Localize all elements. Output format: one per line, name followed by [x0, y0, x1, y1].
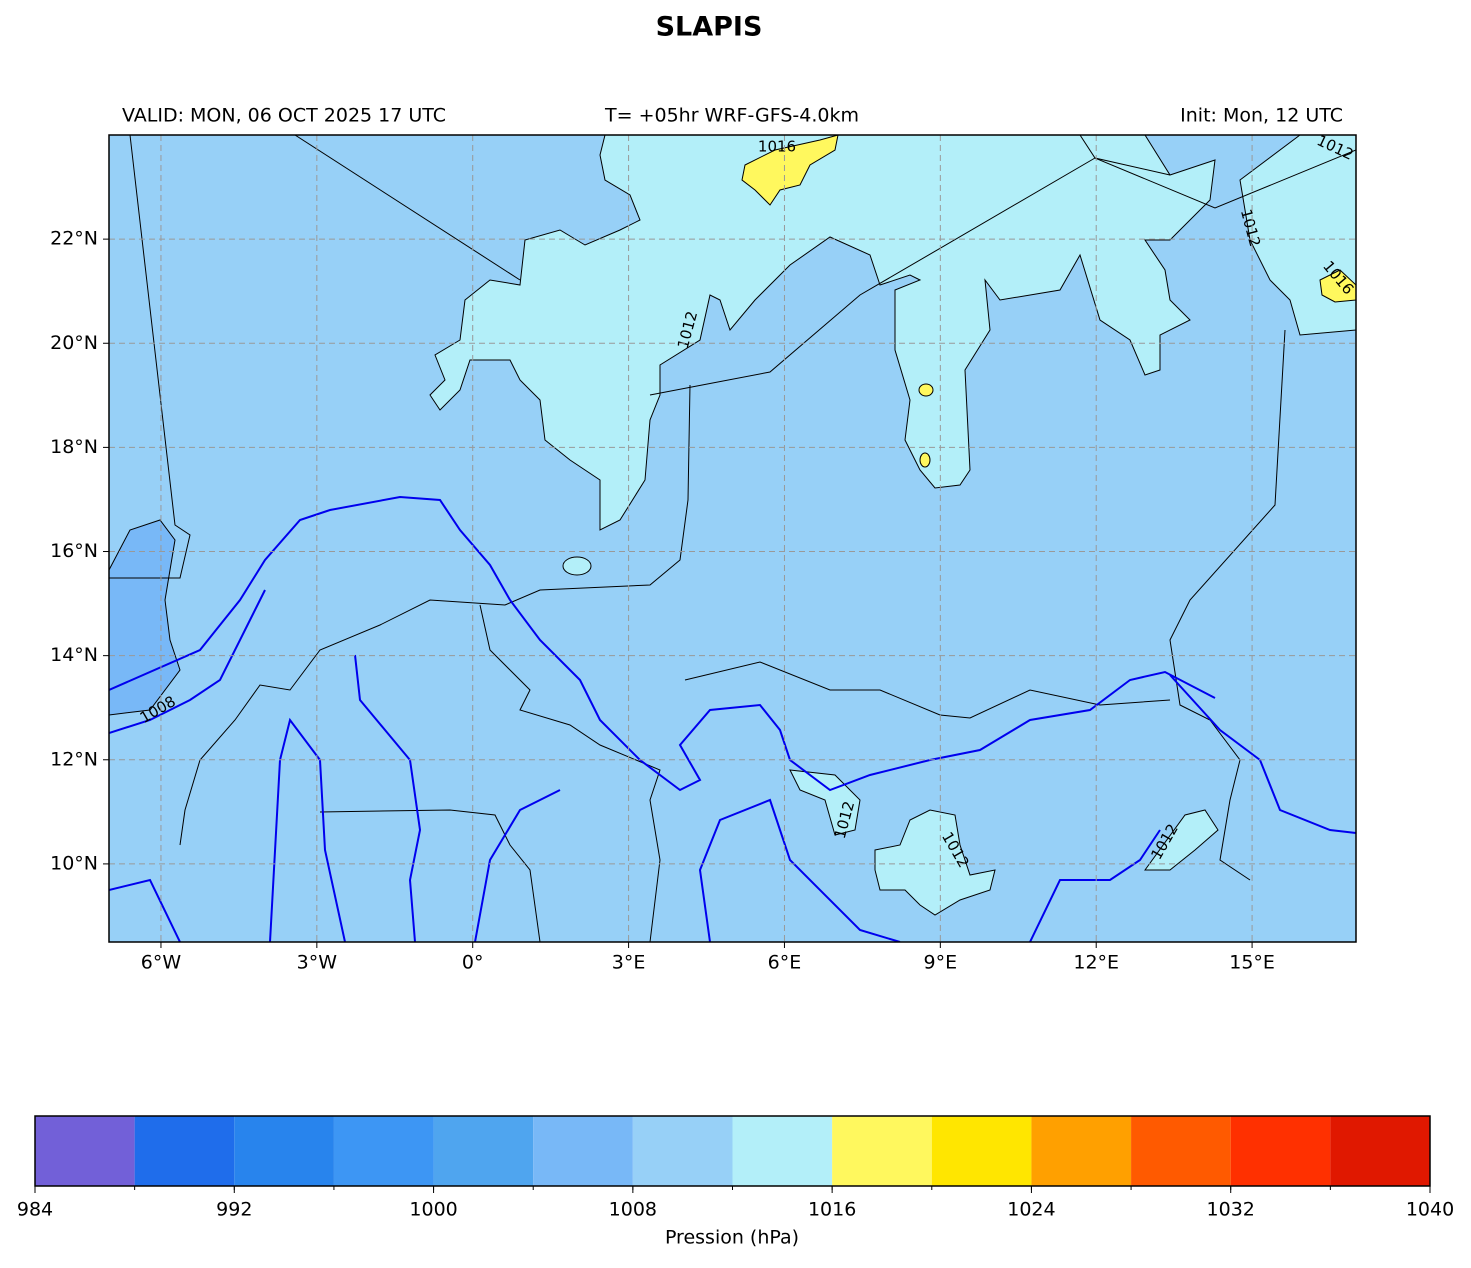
title: SLAPIS	[656, 12, 763, 43]
colorbar-tick-label: 1016	[808, 1199, 856, 1221]
x-tick-label: 6°E	[768, 952, 802, 974]
colorbar-swatch	[1330, 1116, 1430, 1186]
border	[649, 149, 1356, 396]
colorbar-swatch	[832, 1116, 932, 1186]
isobar	[354, 654, 422, 942]
border	[179, 384, 691, 846]
high-pressure-area	[919, 452, 931, 468]
colorbar-tick-label: 1032	[1207, 1199, 1255, 1221]
border	[109, 135, 191, 579]
valid-time: VALID: MON, 06 OCT 2025 17 UTC	[122, 105, 446, 127]
border	[294, 135, 521, 281]
contour-label: 1016	[758, 138, 796, 156]
isobar	[269, 717, 346, 942]
colorbar-swatch	[333, 1116, 434, 1186]
colorbar-swatch	[1131, 1116, 1231, 1186]
colorbar-swatch	[931, 1116, 1032, 1186]
colorbar-tick-label: 992	[216, 1199, 252, 1221]
colorbar-swatch	[1230, 1116, 1331, 1186]
isobar	[109, 495, 1216, 792]
border	[1079, 135, 1171, 176]
colorbar-swatch	[234, 1116, 334, 1186]
isobar	[1169, 674, 1356, 834]
pressure-area	[1144, 809, 1219, 871]
y-tick-label: 14°N	[50, 644, 98, 666]
colorbar-swatch	[1031, 1116, 1132, 1186]
colorbar-swatch	[35, 1116, 135, 1186]
colorbar-tick-label: 1008	[609, 1199, 657, 1221]
pressure-area	[429, 135, 1216, 531]
border	[1169, 329, 1286, 881]
y-tick-label: 20°N	[50, 332, 98, 354]
x-tick-label: 9°E	[924, 952, 958, 974]
colorbar-tick-label: 984	[17, 1199, 53, 1221]
map: 1016 1012 1008 1012 1012 1012 1016 1012 …	[109, 135, 1356, 942]
y-tick-label: 12°N	[50, 748, 98, 770]
colorbar-swatch	[732, 1116, 833, 1186]
x-tick-label: 15°E	[1229, 952, 1275, 974]
high-pressure-area	[741, 135, 839, 206]
colorbar-tick-label: 1040	[1406, 1199, 1454, 1221]
colorbar-tick-label: 1000	[409, 1199, 457, 1221]
colorbar-swatch	[632, 1116, 733, 1186]
axes: 6°W 3°W 0° 3°E 6°E 9°E 12°E 15°E 10°N 12°N 14°N 16°…	[50, 228, 1275, 974]
x-tick-label: 3°W	[297, 952, 338, 974]
y-tick-label: 10°N	[50, 852, 98, 874]
x-tick-label: 6°W	[141, 952, 182, 974]
border	[479, 604, 661, 942]
pressure-area	[562, 556, 592, 576]
map-frame	[108, 134, 1357, 943]
isobar	[474, 789, 561, 942]
x-tick-label: 12°E	[1073, 952, 1119, 974]
high-pressure-area	[918, 383, 934, 397]
colorbar-swatch	[134, 1116, 235, 1186]
colorbar-label: Pression (hPa)	[665, 1227, 799, 1249]
x-tick-label: 3°E	[612, 952, 646, 974]
grid	[109, 135, 1356, 942]
y-tick-label: 16°N	[50, 540, 98, 562]
isobar	[109, 589, 266, 734]
high-pressure-area	[1319, 269, 1356, 303]
colorbar-tick-label: 1024	[1007, 1199, 1055, 1221]
colorbar-swatch	[433, 1116, 534, 1186]
x-tick-label: 0°	[462, 952, 484, 974]
init-time: Init: Mon, 12 UTC	[1180, 105, 1343, 127]
border	[319, 809, 541, 942]
pressure-area	[874, 809, 996, 916]
isobar	[1029, 829, 1161, 942]
colorbar: 984 992 1000 1008 1016 1024 1032 1040	[17, 1115, 1454, 1221]
isobar	[698, 798, 901, 942]
forecast-info: T= +05hr WRF-GFS-4.0km	[604, 105, 859, 127]
y-tick-label: 18°N	[50, 436, 98, 458]
colorbar-swatch	[533, 1116, 633, 1186]
y-tick-label: 22°N	[50, 228, 98, 250]
isobar	[109, 878, 181, 942]
